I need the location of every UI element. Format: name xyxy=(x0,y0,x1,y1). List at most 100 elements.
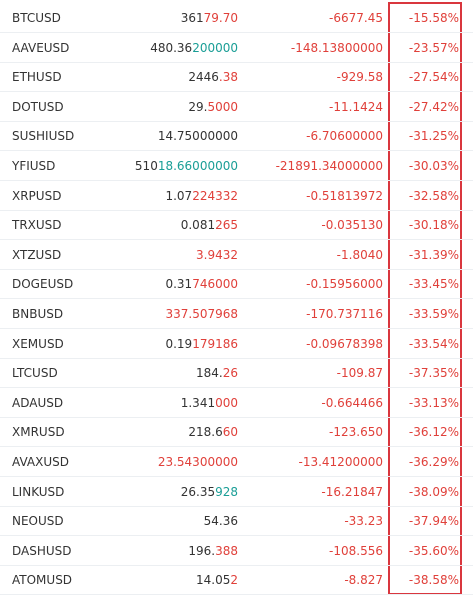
price-part: 218.6 xyxy=(188,425,223,440)
ticker-row: XMRUSD 218.660 -123.650 -36.12% xyxy=(0,417,473,448)
price-part: .38 xyxy=(218,70,238,85)
price: 184.26 xyxy=(196,358,238,388)
change: -0.664466 xyxy=(321,395,383,410)
ticker-row: ETHUSD 2446.38 -929.58 -27.54% xyxy=(0,62,473,93)
ticker-row: BTCUSD 36179.70 -6677.45 -15.58% xyxy=(0,3,473,33)
change: -6677.45 xyxy=(329,11,383,25)
change-percent: -36.12% xyxy=(408,425,459,440)
price: 0.081265 xyxy=(181,210,238,240)
price-part: 60 xyxy=(222,425,238,440)
change: -13.41200000 xyxy=(298,455,384,469)
price: 2446.38 xyxy=(188,62,238,92)
change: -123.650 xyxy=(329,425,383,440)
price: 29.5000 xyxy=(188,92,238,122)
price-part: 79.70 xyxy=(203,11,238,25)
price-part: 179186 xyxy=(192,336,238,351)
change-percent: -15.58% xyxy=(408,11,459,25)
change: -109.87 xyxy=(336,366,383,381)
change-percent: -27.54% xyxy=(408,70,459,85)
change: -33.23 xyxy=(344,514,383,529)
symbol: DOGEUSD xyxy=(12,277,74,292)
price-part: 196. xyxy=(188,543,216,558)
symbol: LTCUSD xyxy=(12,366,58,381)
price-part: 18.66000000 xyxy=(157,159,238,173)
ticker-row: BNBUSD 337.507968 -170.737116 -33.59% xyxy=(0,299,473,329)
price-part: 0.31 xyxy=(165,277,193,292)
price-part: 1.07 xyxy=(165,188,193,203)
price: 480.36200000 xyxy=(150,33,238,63)
symbol: BNBUSD xyxy=(12,307,64,321)
change: -0.09678398 xyxy=(306,336,383,351)
price: 51018.66000000 xyxy=(135,151,238,181)
price: 1.341000 xyxy=(181,388,238,418)
change-percent: -33.45% xyxy=(408,277,459,292)
change-percent: -30.03% xyxy=(408,159,459,173)
change-percent: -30.18% xyxy=(408,218,459,233)
price-part: 0.19 xyxy=(165,336,193,351)
price-part: 23.54300000 xyxy=(157,455,238,469)
change: -1.8040 xyxy=(336,247,383,262)
ticker-row: SUSHIUSD 14.75000000 -6.70600000 -31.25% xyxy=(0,121,473,152)
change: -0.035130 xyxy=(321,218,383,233)
ticker-row: DOGEUSD 0.31746000 -0.15956000 -33.45% xyxy=(0,269,473,300)
price: 0.19179186 xyxy=(165,329,238,359)
price: 3.9432 xyxy=(196,240,238,270)
price: 23.54300000 xyxy=(158,447,238,477)
change-percent: -33.54% xyxy=(408,336,459,351)
symbol: NEOUSD xyxy=(12,514,64,529)
change-percent: -23.57% xyxy=(408,40,459,55)
change: -929.58 xyxy=(336,70,383,85)
ticker-row: LINKUSD 26.35928 -16.21847 -38.09% xyxy=(0,477,473,507)
price-part: 337.507968 xyxy=(165,307,238,321)
price-part: 5000 xyxy=(207,99,238,114)
price: 196.388 xyxy=(188,536,238,566)
price-part: 000 xyxy=(215,395,238,410)
change-percent: -37.35% xyxy=(408,366,459,381)
price-part: 26 xyxy=(222,366,238,381)
change-percent: -36.29% xyxy=(408,455,459,469)
symbol: XEMUSD xyxy=(12,336,64,351)
change: -6.70600000 xyxy=(306,129,383,144)
symbol: XMRUSD xyxy=(12,425,65,440)
ticker-row: ATOMUSD 14.052 -8.827 -38.58% xyxy=(0,565,473,596)
change-percent: -31.39% xyxy=(408,247,459,262)
change: -0.51813972 xyxy=(306,188,383,203)
price-part: 510 xyxy=(134,159,158,173)
change-percent: -33.13% xyxy=(408,395,459,410)
price: 0.31746000 xyxy=(165,269,238,299)
symbol: SUSHIUSD xyxy=(12,129,75,144)
ticker-row: NEOUSD 54.36 -33.23 -37.94% xyxy=(0,506,473,537)
price: 54.36 xyxy=(204,506,238,536)
price-part: 361 xyxy=(180,11,204,25)
price-part: 184. xyxy=(196,366,223,381)
price: 14.75000000 xyxy=(158,121,238,151)
ticker-row: TRXUSD 0.081265 -0.035130 -30.18% xyxy=(0,210,473,241)
change: -108.556 xyxy=(329,543,383,558)
symbol: YFIUSD xyxy=(12,159,56,173)
price-part: 0.081 xyxy=(180,218,216,233)
price-part: 26.35 xyxy=(180,484,216,499)
price-part: 746000 xyxy=(192,277,238,292)
symbol: BTCUSD xyxy=(12,11,61,25)
ticker-row: YFIUSD 51018.66000000 -21891.34000000 -30.0… xyxy=(0,151,473,181)
symbol: XRPUSD xyxy=(12,188,62,203)
change: -148.13800000 xyxy=(290,40,383,55)
symbol: XTZUSD xyxy=(12,247,62,262)
price-part: 2 xyxy=(230,573,238,588)
symbol: DOTUSD xyxy=(12,99,64,114)
change: -21891.34000000 xyxy=(275,159,383,173)
change-percent: -37.94% xyxy=(408,514,459,529)
price: 26.35928 xyxy=(181,477,238,507)
change-percent: -35.60% xyxy=(408,543,459,558)
change: -8.827 xyxy=(344,573,383,588)
price: 1.07224332 xyxy=(165,181,238,211)
price: 218.660 xyxy=(188,417,238,447)
change-percent: -32.58% xyxy=(408,188,459,203)
ticker-row: DASHUSD 196.388 -108.556 -35.60% xyxy=(0,536,473,566)
price-part: 29. xyxy=(188,99,208,114)
price-part: 1.341 xyxy=(180,395,216,410)
price: 14.052 xyxy=(196,565,238,595)
price: 36179.70 xyxy=(181,3,238,33)
price-part: 54.36 xyxy=(203,514,238,529)
